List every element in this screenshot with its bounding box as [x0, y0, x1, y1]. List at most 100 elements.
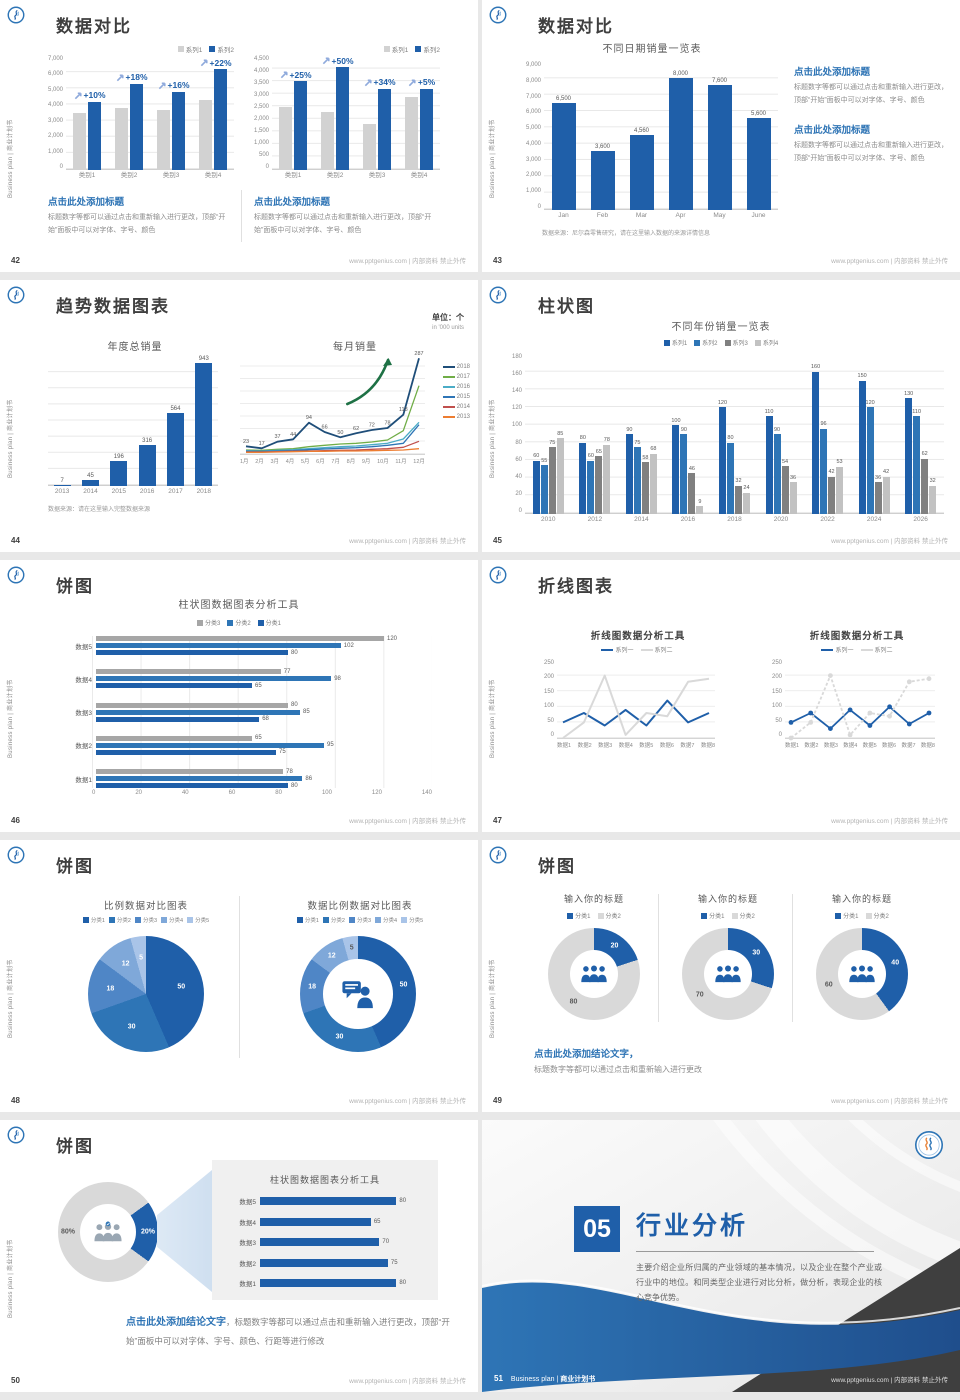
page-number: 48: [11, 1096, 20, 1105]
chart-legend: 分类3 分类2 分类1: [0, 618, 478, 627]
page-number: 49: [493, 1096, 502, 1105]
svg-text:118: 118: [399, 407, 408, 413]
slide-footer: www.pptgenius.com | 内部资料 禁止外传: [831, 258, 948, 265]
people-group-icon: [713, 965, 743, 984]
pie-legend: 分类1 分类2 分类3 分类4 分类5: [262, 916, 458, 924]
panel-title: 柱状图数据图表分析工具: [269, 1175, 380, 1185]
placeholder-heading: 点击此处添加标题: [794, 125, 871, 137]
footer-brand-en: Business plan |: [510, 1376, 561, 1383]
slide-footer: www.pptgenius.com | 内部资料 禁止外传: [349, 538, 466, 545]
donut-column-3: 输入你的标题 分类1 分类2 40 60: [796, 892, 928, 1020]
slide-46-thumbnail[interactable]: Business plan | 商业计划书 饼图 柱状图数据图表分析工具 分类3…: [0, 560, 478, 832]
text-column: 点击此处添加标题 标题数字等都可以通过点击和重新输入进行更改，顶部“开始”面板中…: [794, 64, 948, 180]
chart-title: 柱状图数据图表分析工具: [178, 600, 300, 611]
people-group-check-icon: [92, 1221, 124, 1243]
section-title: 行业分析: [636, 1212, 749, 1240]
placeholder-heading: 点击此处添加标题: [794, 67, 871, 78]
chart-legend: 系列一 系列二: [782, 645, 932, 654]
svg-text:17: 17: [259, 441, 265, 447]
placeholder-body: 标题数字等都可以通过点击和重新输入进行更改，顶部“开始”面板中可以对字体、字号、…: [48, 214, 226, 234]
slide-title: 饼图: [56, 857, 94, 876]
donut-column-1: 输入你的标题 分类1 分类2 20 80: [528, 892, 660, 1020]
chart-title: 比例数据对比图表: [103, 901, 188, 912]
slide-44-thumbnail[interactable]: Business plan | 商业计划书 趋势数据图表 单位：个 in '00…: [0, 280, 478, 552]
divider: [636, 1251, 874, 1252]
section-description: 主要介绍企业所归属的产业领域的基本情况，以及企业在整个产业或行业中的地位。和同类…: [636, 1263, 882, 1303]
slide-title: 折线图表: [538, 577, 614, 596]
page-number: 44: [11, 536, 20, 545]
slide-title: 趋势数据图表: [56, 297, 170, 316]
divider: [239, 896, 240, 1058]
slide-50-thumbnail[interactable]: Business plan | 商业计划书 饼图 20% 80% 柱状图数据图表分…: [0, 1120, 478, 1392]
svg-text:78: 78: [384, 421, 390, 427]
slide-footer-right: www.pptgenius.com | 内部资料 禁止外传: [831, 1377, 948, 1384]
right-chart-column: 系列1 系列2 4,500 4,000 3,500 3,000 2,500 2,000 1,5…: [254, 44, 440, 237]
chart-title: 输入你的标题: [831, 894, 892, 904]
school-badge-logo: [914, 1130, 944, 1160]
slide-footer: www.pptgenius.com | 内部资料 禁止外传: [831, 818, 948, 825]
slide-43-thumbnail[interactable]: Business plan | 商业计划书 数据对比 不同日期销量一览表 9,0…: [482, 0, 960, 272]
slide-footer: www.pptgenius.com | 内部资料 禁止外传: [349, 1098, 466, 1105]
divider: [241, 190, 242, 242]
brand-ring-logo-icon: [489, 566, 507, 584]
chart-legend: 系列1 系列2: [48, 44, 234, 54]
divider: [792, 894, 793, 1022]
slide-title: 柱状图: [538, 297, 595, 316]
donut-chart-40-60: 40 60: [816, 928, 908, 1020]
pie-legend: 分类1 分类2 分类3 分类4 分类5: [48, 916, 244, 924]
slide-footer: www.pptgenius.com | 内部资料 禁止外传: [831, 538, 948, 545]
chart-title: 不同日期销量一览表: [602, 44, 702, 55]
people-group-icon: [579, 965, 609, 984]
svg-text:66: 66: [322, 425, 328, 431]
placeholder-body: 标题数字等都可以通过点击和重新输入进行更改，顶部“开始”面板中可以对字体、字号、…: [794, 84, 948, 104]
unit-main: 单位：个: [432, 313, 464, 322]
chart-title: 输入你的标题: [563, 894, 624, 904]
sales-by-date-bar-chart: 9,000 8,000 7,000 6,000 5,000 4,000 3,000 2,000…: [526, 62, 778, 222]
monthly-sales-line-chart: 23 17 37 44 94 66 50 62 72 78 118 287 1月 2月 3月 4月 5月 6月 7月…: [240, 350, 425, 465]
conclusion-body: 标题数字等都可以通过点击和重新输入进行更改: [534, 1065, 702, 1074]
slide-title: 饼图: [538, 857, 576, 876]
slide-47-thumbnail[interactable]: Business plan | 商业计划书 折线图表 折线图数据分析工具 系列一…: [482, 560, 960, 832]
horizontal-grouped-bar-chart: 数据5 120 102 80 数据4 77 98 65 数据3 80 85 68 数据2 65 95 75 数据…: [75, 635, 432, 796]
slide-title: 数据对比: [56, 17, 132, 36]
left-chart-column: 系列1 系列2 7,000 6,000 5,000 4,000 3,000 2,000 1,0…: [48, 44, 234, 237]
people-group-icon: [847, 965, 877, 984]
slide-title: 数据对比: [538, 17, 614, 36]
marker-line-chart: 250 200 150 100 50 0 数据1 数据2 数据3 数据4 数据5 数据6 数据7 数据8: [772, 660, 936, 749]
slide-45-thumbnail[interactable]: Business plan | 商业计划书 柱状图 不同年份销量一览表 系列1 系…: [482, 280, 960, 552]
svg-text:44: 44: [290, 432, 296, 438]
slide-footer: www.pptgenius.com | 内部资料 禁止外传: [349, 1378, 466, 1385]
chart-title: 折线图数据分析工具: [809, 631, 905, 642]
vertical-brand-text: Business plan | 商业计划书: [490, 119, 496, 198]
page-number: 42: [11, 256, 20, 265]
svg-text:50: 50: [337, 430, 343, 436]
slide-footer: www.pptgenius.com | 内部资料 禁止外传: [349, 258, 466, 265]
brand-ring-logo-icon: [7, 566, 25, 584]
svg-text:62: 62: [353, 426, 359, 432]
slide-51-section-divider[interactable]: 05 行业分析 主要介绍企业所归属的产业领域的基本情况，以及企业在整个产业或行业…: [482, 1120, 960, 1392]
chart-legend: 系列1 系列2 系列3 系列4: [482, 338, 960, 347]
brand-ring-logo-icon: [7, 846, 25, 864]
vertical-brand-text: Business plan | 商业计划书: [490, 679, 496, 758]
page-number: 51: [494, 1374, 503, 1383]
slide-42-thumbnail[interactable]: Business plan | 商业计划书 数据对比 系列1 系列2 7,000 6…: [0, 0, 478, 272]
grouped-bar-chart-left: 7,000 6,000 5,000 4,000 3,000 2,000 1,000 0 +10%…: [48, 56, 234, 182]
chart-legend: 分类1 分类2: [796, 911, 928, 920]
proportion-donut-chart: 50 30 18 12 5: [300, 936, 416, 1052]
placeholder-heading: 点击此处添加标题: [48, 197, 125, 208]
funnel-connector-shape: [157, 1170, 212, 1292]
brand-ring-logo-icon: [7, 1126, 25, 1144]
annual-sales-bar-chart: 7 2013 45 2014 196 2015 316 2016 564 2017 943 2018: [48, 356, 218, 498]
brand-ring-logo-icon: [7, 6, 25, 24]
chart-title: 不同年份销量一览表: [671, 322, 771, 333]
chart-title: 年度总销量: [107, 342, 163, 353]
slide-footer: www.pptgenius.com | 内部资料 禁止外传: [831, 1098, 948, 1105]
conclusion-body: ，标题数字等都可以通过点击和重新输入进行更改，顶部“开始”面板中可以对字体、字号…: [126, 1317, 450, 1346]
donut-chart-30-70: 30 70: [682, 928, 774, 1020]
vertical-brand-text: Business plan | 商业计划书: [8, 679, 14, 758]
donut-column-2: 输入你的标题 分类1 分类2 30 70: [662, 892, 794, 1020]
sales-by-year-grouped-bar-chart: 180 160 140 120 100 80 60 40 20 0 60 55 75 85 2010 80 60…: [512, 354, 944, 526]
slide-48-thumbnail[interactable]: Business plan | 商业计划书 饼图 比例数据对比图表 分类1 分类2…: [0, 840, 478, 1112]
slide-title: 饼图: [56, 1137, 94, 1156]
slide-49-thumbnail[interactable]: Business plan | 商业计划书 饼图 输入你的标题 分类1 分类2 2…: [482, 840, 960, 1112]
